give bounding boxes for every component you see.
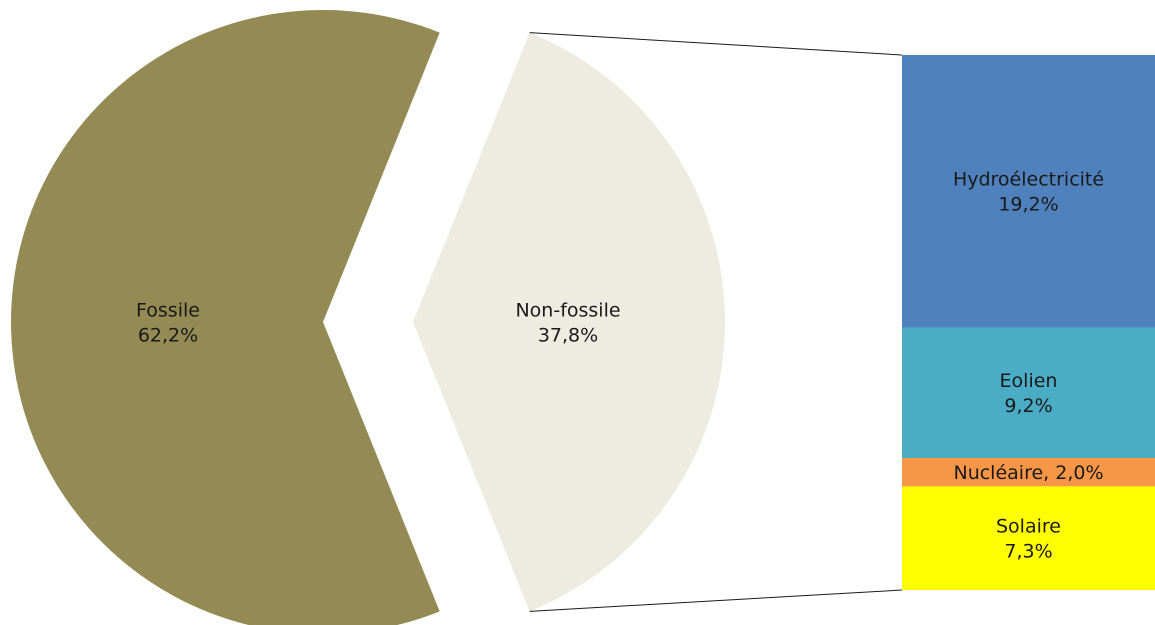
pie-label-fossile: Fossile 62,2% [136,300,200,347]
pie-slice-fossile [11,10,440,625]
bar-segment-nucleaire [902,458,1155,487]
bar-label-hydroelectricite-line-1: Hydroélectricité [953,169,1104,191]
pie-label-fossile-line-2: 62,2% [138,325,198,347]
bar-label-eolien-line-1: Eolien [1000,370,1058,392]
bar-label-nucleaire-line-1: Nucléaire, 2,0% [953,462,1103,484]
stacked-bar-group [902,55,1155,590]
bar-label-nucleaire: Nucléaire, 2,0% [953,462,1103,484]
bar-label-eolien: Eolien 9,2% [1000,370,1058,417]
bar-label-hydroelectricite-line-2: 19,2% [998,194,1058,216]
connector-line-top [529,32,903,56]
data-labels: Fossile 62,2% Non-fossile 37,8% Hydroélectri… [136,169,1104,563]
bar-label-solaire: Solaire 7,3% [996,516,1061,563]
pie-slice-non-fossile [413,32,726,612]
connector-lines [529,32,903,612]
connector-line-bottom [529,589,903,612]
pie-label-non-fossile-line-1: Non-fossile [515,300,620,322]
pie-group [11,10,726,625]
bar-segment-hydroelectricite [902,55,1155,328]
pie-label-non-fossile-line-2: 37,8% [538,325,598,347]
bar-label-hydroelectricite: Hydroélectricité 19,2% [953,169,1104,216]
bar-segment-solaire [902,486,1155,590]
bar-label-solaire-line-2: 7,3% [1004,541,1052,563]
bar-segment-eolien [902,327,1155,459]
pie-label-non-fossile: Non-fossile 37,8% [515,300,620,347]
pie-label-fossile-line-1: Fossile [136,300,200,322]
bar-label-eolien-line-2: 9,2% [1004,395,1052,417]
bar-label-solaire-line-1: Solaire [996,516,1061,538]
